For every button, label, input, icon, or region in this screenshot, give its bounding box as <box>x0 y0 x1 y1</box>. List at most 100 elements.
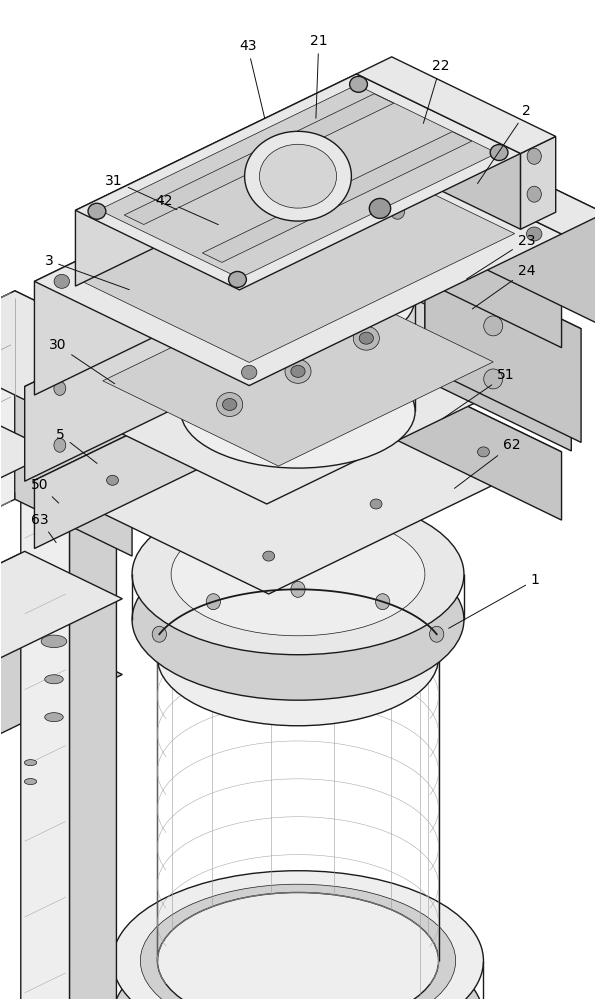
Ellipse shape <box>477 447 489 457</box>
Ellipse shape <box>291 581 305 597</box>
Ellipse shape <box>152 626 166 642</box>
Text: 5: 5 <box>57 428 97 463</box>
Polygon shape <box>372 253 425 392</box>
Polygon shape <box>356 74 520 229</box>
Ellipse shape <box>390 203 405 219</box>
Ellipse shape <box>359 332 374 344</box>
Text: 30: 30 <box>49 338 115 384</box>
Polygon shape <box>35 338 561 594</box>
Ellipse shape <box>168 898 428 1000</box>
Polygon shape <box>0 627 122 760</box>
Polygon shape <box>81 152 515 362</box>
Polygon shape <box>0 551 24 712</box>
Polygon shape <box>329 239 572 451</box>
Polygon shape <box>520 136 555 229</box>
Ellipse shape <box>370 499 382 509</box>
Ellipse shape <box>214 423 226 433</box>
Ellipse shape <box>291 365 305 377</box>
Ellipse shape <box>157 893 439 1000</box>
Text: 21: 21 <box>310 34 328 118</box>
Polygon shape <box>24 239 329 481</box>
Ellipse shape <box>527 148 541 164</box>
Ellipse shape <box>171 513 425 636</box>
Ellipse shape <box>54 274 70 288</box>
Ellipse shape <box>263 551 275 561</box>
Polygon shape <box>21 422 116 468</box>
Text: 51: 51 <box>443 368 514 419</box>
Ellipse shape <box>222 399 237 410</box>
Ellipse shape <box>244 131 352 221</box>
Ellipse shape <box>353 326 380 350</box>
Ellipse shape <box>181 241 415 354</box>
Polygon shape <box>99 85 497 278</box>
Ellipse shape <box>41 635 67 648</box>
Ellipse shape <box>321 371 333 381</box>
Ellipse shape <box>140 884 456 1000</box>
Polygon shape <box>347 109 390 243</box>
Ellipse shape <box>370 198 390 218</box>
Ellipse shape <box>54 438 66 452</box>
Polygon shape <box>390 109 596 327</box>
Ellipse shape <box>339 136 355 150</box>
Polygon shape <box>76 74 520 290</box>
Polygon shape <box>35 130 561 386</box>
Ellipse shape <box>24 779 37 785</box>
Text: 22: 22 <box>423 59 449 123</box>
Polygon shape <box>356 57 555 153</box>
Polygon shape <box>202 132 472 262</box>
Polygon shape <box>24 239 572 504</box>
Ellipse shape <box>241 365 257 379</box>
Ellipse shape <box>113 871 483 1000</box>
Ellipse shape <box>45 713 63 722</box>
Polygon shape <box>372 253 581 354</box>
Ellipse shape <box>157 589 439 726</box>
Ellipse shape <box>350 76 367 92</box>
Polygon shape <box>0 551 122 684</box>
Ellipse shape <box>288 268 300 282</box>
Polygon shape <box>21 422 70 1000</box>
Polygon shape <box>76 74 356 286</box>
Polygon shape <box>347 109 596 234</box>
Ellipse shape <box>430 626 444 642</box>
Polygon shape <box>347 130 561 348</box>
Ellipse shape <box>490 145 508 160</box>
Ellipse shape <box>484 369 502 389</box>
Ellipse shape <box>375 594 390 610</box>
Text: 62: 62 <box>455 438 520 488</box>
Polygon shape <box>15 291 132 556</box>
Text: 50: 50 <box>31 478 59 503</box>
Polygon shape <box>0 291 132 400</box>
Text: 63: 63 <box>31 513 56 543</box>
Text: 2: 2 <box>477 104 531 184</box>
Ellipse shape <box>216 393 243 416</box>
Text: 1: 1 <box>449 573 540 628</box>
Ellipse shape <box>132 494 464 655</box>
Ellipse shape <box>527 186 541 202</box>
Polygon shape <box>35 130 347 395</box>
Ellipse shape <box>107 475 119 485</box>
Text: 43: 43 <box>239 39 265 118</box>
Polygon shape <box>0 419 54 480</box>
Ellipse shape <box>88 203 106 219</box>
Ellipse shape <box>54 381 66 395</box>
Ellipse shape <box>206 594 221 610</box>
Text: 24: 24 <box>472 264 535 309</box>
Ellipse shape <box>288 325 300 339</box>
Ellipse shape <box>285 359 311 383</box>
Ellipse shape <box>259 144 337 208</box>
Ellipse shape <box>526 227 542 241</box>
Polygon shape <box>35 338 327 549</box>
Polygon shape <box>124 94 394 225</box>
Polygon shape <box>70 422 116 1000</box>
Text: 23: 23 <box>467 234 535 279</box>
Polygon shape <box>425 253 581 442</box>
Ellipse shape <box>24 760 37 766</box>
Ellipse shape <box>181 354 415 468</box>
Polygon shape <box>327 338 561 520</box>
Ellipse shape <box>113 928 483 1000</box>
Text: 31: 31 <box>105 174 177 210</box>
Ellipse shape <box>484 316 502 336</box>
Ellipse shape <box>390 135 405 151</box>
Ellipse shape <box>229 271 246 287</box>
Polygon shape <box>103 277 493 466</box>
